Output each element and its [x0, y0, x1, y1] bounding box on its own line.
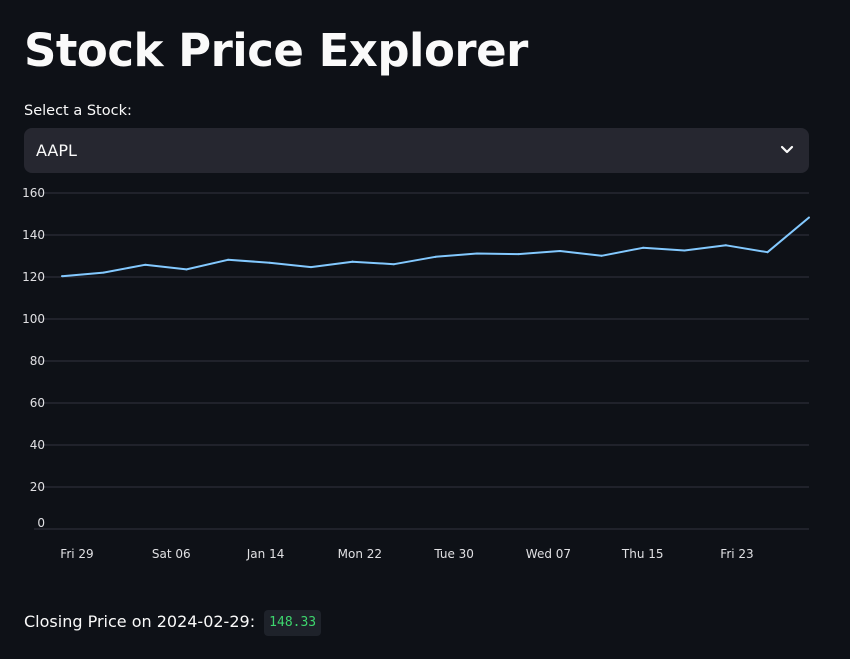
y-tick-label: 40: [30, 438, 45, 452]
price-point: [227, 258, 229, 261]
price-point: [102, 271, 105, 274]
closing-price-label: Closing Price on 2024-02-29:: [24, 612, 256, 631]
y-tick-label: 140: [22, 228, 45, 242]
price-point: [642, 246, 644, 249]
price-point: [310, 266, 312, 269]
price-point: [144, 263, 146, 266]
price-point: [434, 255, 437, 258]
price-point: [351, 260, 354, 263]
page-title: Stock Price Explorer: [24, 24, 528, 77]
y-tick-label: 20: [30, 480, 45, 494]
closing-price-row: Closing Price on 2024-02-29: 148.33: [24, 610, 322, 636]
price-point: [393, 263, 395, 266]
y-tick-label: 80: [30, 354, 45, 368]
x-tick-label: Jan 14: [246, 547, 285, 561]
y-tick-label: 0: [37, 516, 45, 530]
chart-x-axis: Fri 29 Sat 06 Jan 14 Mon 22 Tue 30 Wed 07 Thu …: [60, 547, 753, 561]
stock-select[interactable]: AAPL: [24, 128, 809, 173]
price-point: [476, 252, 478, 255]
price-point: [517, 253, 520, 256]
y-tick-label: 60: [30, 396, 45, 410]
price-line-chart[interactable]: 0 20 40 60 80 100 120 140 160 Fri 29 Sat 06 Jan 14…: [0, 180, 850, 580]
y-tick-label: 160: [22, 186, 45, 200]
chevron-down-icon[interactable]: [779, 141, 795, 159]
y-tick-label: 100: [22, 312, 45, 326]
x-tick-label: Thu 15: [621, 547, 664, 561]
price-point: [600, 254, 603, 257]
stock-select-value: AAPL: [36, 141, 77, 160]
closing-price-value: 148.33: [264, 610, 322, 636]
x-tick-label: Fri 23: [720, 547, 753, 561]
chart-grid: [34, 192, 809, 530]
stock-select-label: Select a Stock:: [24, 103, 132, 119]
x-tick-label: Tue 30: [433, 547, 474, 561]
x-tick-label: Sat 06: [152, 547, 191, 561]
x-tick-label: Mon 22: [338, 547, 382, 561]
price-point: [61, 275, 63, 278]
price-point: [559, 249, 561, 252]
price-point: [808, 216, 810, 219]
price-point: [268, 261, 271, 264]
chart-y-axis: 0 20 40 60 80 100 120 140 160: [22, 186, 45, 530]
y-tick-label: 120: [22, 270, 45, 284]
chart-series: [61, 216, 810, 278]
price-series-line: [61, 216, 810, 278]
price-point: [725, 244, 727, 247]
price-point: [683, 249, 686, 252]
x-tick-label: Fri 29: [60, 547, 93, 561]
price-point: [185, 268, 188, 271]
price-point: [766, 251, 769, 254]
x-tick-label: Wed 07: [526, 547, 571, 561]
